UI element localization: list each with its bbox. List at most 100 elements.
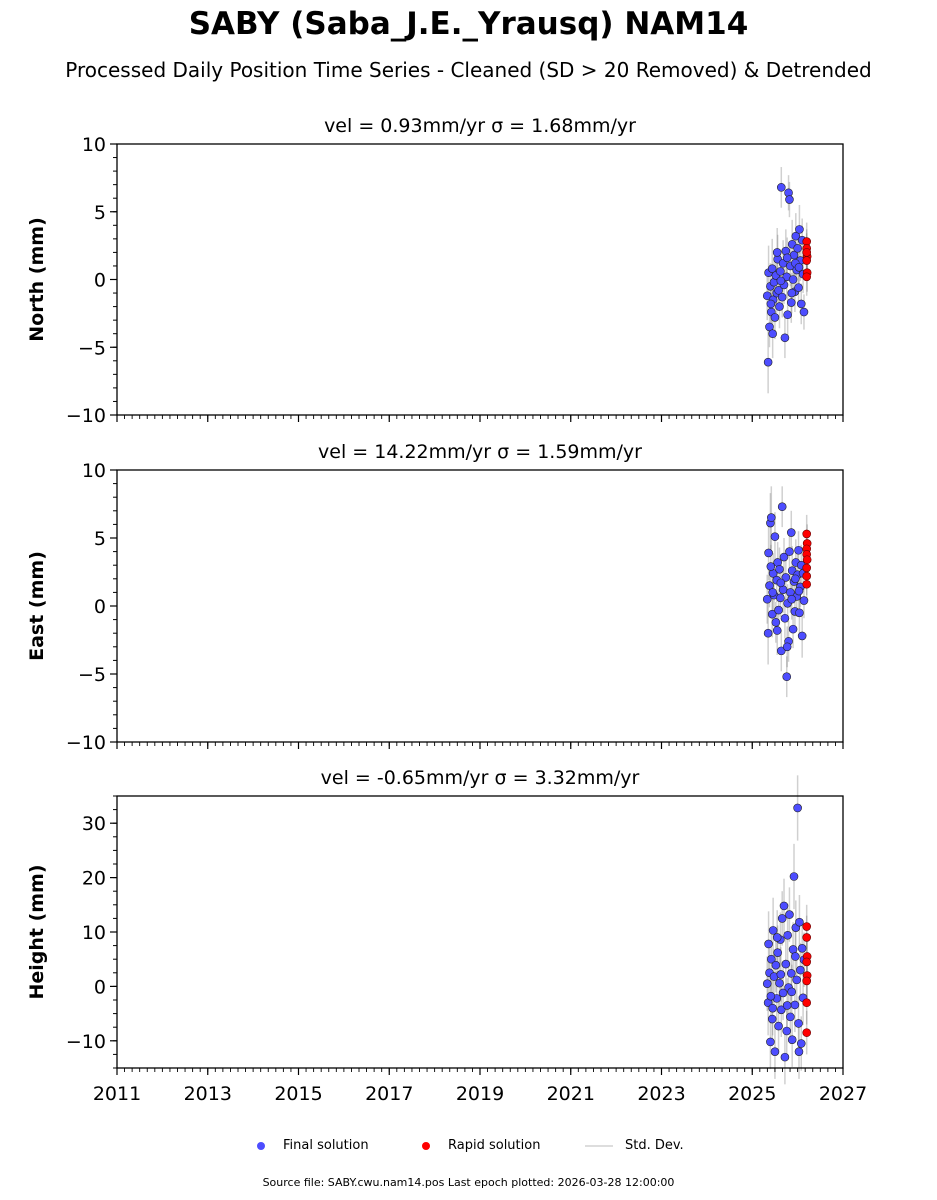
rapid-point [802,571,812,581]
rapid-point [802,976,812,986]
final-point [776,970,786,979]
rapid-point [802,1028,812,1037]
y-tick-label: 5 [94,528,106,550]
final-point [768,588,777,597]
final-point [787,1035,797,1045]
final-point [794,545,803,555]
final-point [764,548,773,558]
x-tick-label: 2023 [637,1083,685,1105]
final-point [776,183,786,192]
final-point [770,313,780,322]
final-point [762,594,772,604]
final-point [786,298,796,307]
final-point [788,624,798,634]
final-point [775,302,784,311]
axes-frame [116,469,844,743]
x-tick-label: 2027 [819,1083,867,1105]
rapid-point [802,579,812,589]
final-point [785,547,794,556]
final-point [796,1039,806,1048]
final-point [768,926,778,935]
final-point [774,1021,783,1031]
final-point [778,988,788,998]
y-axis-label: North (mm) [26,217,48,342]
final-point [764,939,773,949]
legend-final: Final solution [257,1138,369,1153]
final-point [766,991,776,1001]
panel-title: vel = 14.22mm/yr σ = 1.59mm/yr [318,441,642,463]
y-tick-label: 0 [94,270,106,292]
final-point [780,613,790,623]
final-point [797,944,807,953]
x-tick-label: 2013 [184,1083,232,1105]
final-point [785,195,794,204]
y-tick-label: 0 [94,976,106,998]
axes-frame [116,795,844,1069]
final-point [776,1005,786,1015]
final-point [783,930,792,940]
final-point [768,1003,777,1013]
rapid-point [802,998,812,1008]
y-tick-label: −5 [78,664,106,686]
final-point [782,1001,792,1010]
final-point [771,618,781,627]
panel-1: vel = 14.22mm/yr σ = 1.59mm/yr East (mm) 1… [26,441,844,754]
x-tick-label: 2019 [456,1083,504,1105]
x-tick-label: 2015 [274,1083,322,1105]
final-point [777,502,787,512]
final-point [767,1014,777,1024]
final-point [763,357,773,367]
x-tick-label: 2025 [728,1083,776,1105]
final-point [770,532,780,541]
final-point [799,307,809,317]
final-point [794,1019,803,1028]
final-point [772,248,782,257]
final-point [787,594,797,604]
final-point [789,872,799,881]
panel-title: vel = 0.93mm/yr σ = 1.68mm/yr [324,115,636,137]
final-point [767,264,777,273]
final-point [795,917,804,927]
y-tick-label: 10 [82,460,106,482]
final-point [797,631,807,641]
final-point [786,528,796,537]
legend-std: Std. Dev. [585,1138,684,1153]
rapid-point [802,933,812,942]
final-point [787,987,797,997]
final-point [776,646,786,656]
final-point [788,945,798,954]
rapid-point [802,529,812,539]
x-tick-label: 2011 [93,1083,141,1105]
final-point [771,960,781,970]
final-point [795,225,804,234]
final-point [767,609,777,619]
legend-final-label: Final solution [283,1138,369,1153]
final-point [795,608,804,618]
final-point [785,910,794,919]
final-point [793,244,802,253]
final-point [794,1047,804,1056]
final-point [779,552,789,562]
legend-std-label: Std. Dev. [625,1138,684,1153]
panel-0: vel = 0.93mm/yr σ = 1.68mm/yr North (mm) 1… [26,115,844,427]
final-point [772,933,782,942]
axes-frame [116,143,844,416]
final-point [788,275,798,284]
final-point [763,628,773,638]
final-point [776,578,786,588]
figure-subtitle: Processed Daily Position Time Series - C… [65,58,872,82]
legend-rapid-label: Rapid solution [448,1138,541,1153]
y-tick-label: 5 [94,202,106,224]
rapid-point [802,248,812,257]
final-point [792,975,802,985]
y-tick-label: 10 [82,134,106,156]
y-tick-label: 20 [82,868,106,890]
figure-title: SABY (Saba_J.E._Yrausq) NAM14 [188,6,749,42]
rapid-point [802,957,812,967]
y-axis-label: East (mm) [26,551,48,661]
rapid-point [802,256,812,265]
final-point [799,596,809,605]
final-point [773,948,782,957]
final-point [791,231,801,241]
